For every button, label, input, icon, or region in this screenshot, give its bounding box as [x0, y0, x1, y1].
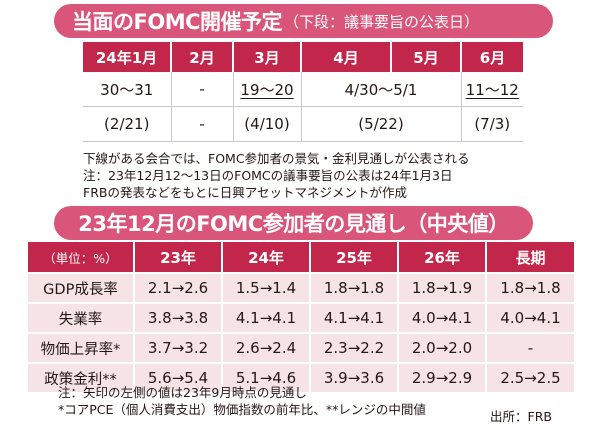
table-cell: 3.8→3.8 — [134, 302, 223, 333]
meeting-feb: - — [171, 72, 234, 107]
schedule-table: 24年1月 2月 3月 4月 5月 6月 30～31 - 19～20 4/30～… — [83, 42, 523, 142]
table-cell: 2.6→2.4 — [222, 332, 311, 363]
meeting-jan-text: 30～31 — [100, 80, 154, 99]
header-long-run: 長期 — [486, 242, 574, 273]
table-cell: 2.5→2.5 — [486, 362, 574, 392]
header-mar: 3月 — [233, 42, 302, 72]
table-row: GDP成長率 2.1→2.6 1.5→1.4 1.8→1.8 1.8→1.9 1… — [28, 272, 574, 303]
table-cell: 5.1→4.6 — [222, 362, 311, 392]
table-cell: 4.0→4.1 — [486, 302, 574, 333]
schedule-note-3: FRBの発表などをもとに日興アセットマネジメントが作成 — [83, 185, 407, 200]
schedule-title-banner: 当面のFOMC開催予定 （下段：議事要旨の公表日） — [54, 4, 553, 38]
header-feb: 2月 — [171, 42, 234, 72]
unit-header: （単位：%） — [28, 242, 135, 273]
table-cell: 2.9→2.9 — [398, 362, 487, 392]
schedule-header-row: 24年1月 2月 3月 4月 5月 6月 — [83, 42, 523, 72]
header-jan: 24年1月 — [83, 42, 172, 72]
meeting-jan: 30～31 — [83, 72, 172, 107]
table-cell: - — [486, 332, 574, 363]
table-cell: 4.0→4.1 — [398, 302, 487, 333]
table-row: 失業率 3.8→3.8 4.1→4.1 4.1→4.1 4.0→4.1 4.0→… — [28, 302, 574, 333]
minutes-jan: (2/21) — [83, 106, 172, 142]
table-cell: 1.8→1.8 — [486, 272, 574, 303]
schedule-note-2: 注：23年12月12～13日のFOMCの議事要旨の公表は24年1月3日 — [83, 168, 453, 183]
schedule-notes: 下線がある会合では、FOMC参加者の景気・金利見通しが公表される 注：23年12… — [83, 150, 470, 201]
header-25: 25年 — [310, 242, 399, 273]
header-may: 5月 — [391, 42, 462, 72]
schedule-title: 当面のFOMC開催予定 — [72, 10, 283, 34]
table-cell: 3.7→3.2 — [134, 332, 223, 363]
header-26: 26年 — [398, 242, 487, 273]
table-cell: 4.1→4.1 — [222, 302, 311, 333]
table-row: 政策金利** 5.6→5.4 5.1→4.6 3.9→3.6 2.9→2.9 2… — [28, 362, 574, 392]
header-jun: 6月 — [461, 42, 523, 72]
header-apr: 4月 — [301, 42, 392, 72]
meeting-jun-text: 11～12 — [465, 80, 519, 99]
table-cell: 5.6→5.4 — [134, 362, 223, 392]
projections-header-row: （単位：%） 23年 24年 25年 26年 長期 — [28, 242, 574, 273]
table-cell: 1.5→1.4 — [222, 272, 311, 303]
header-23: 23年 — [134, 242, 223, 273]
meeting-apr-may: 4/30～5/1 — [301, 72, 462, 107]
table-cell: 4.1→4.1 — [310, 302, 399, 333]
table-cell: 3.9→3.6 — [310, 362, 399, 392]
minutes-mar: (4/10) — [233, 106, 302, 142]
table-cell: 1.8→1.9 — [398, 272, 487, 303]
meeting-mar-text: 19～20 — [240, 80, 294, 99]
projections-note-2: *コアPCE（個人消費支出）物価指数の前年比、**レンジの中間値 — [58, 402, 426, 417]
table-cell: 1.8→1.8 — [310, 272, 399, 303]
meetings-row: 30～31 - 19～20 4/30～5/1 11～12 — [83, 72, 523, 107]
minutes-apr-may: (5/22) — [301, 106, 462, 142]
meeting-mar: 19～20 — [233, 72, 302, 107]
meeting-feb-text: - — [199, 80, 205, 98]
row-label-policy-rate: 政策金利** — [28, 362, 135, 392]
source-credit: 出所：FRB — [490, 409, 552, 424]
minutes-feb: - — [171, 106, 234, 142]
row-label-unemployment: 失業率 — [28, 302, 135, 333]
minutes-row: (2/21) - (4/10) (5/22) (7/3) — [83, 106, 523, 142]
projections-title: 23年12月のFOMC参加者の見通し（中央値） — [78, 212, 509, 236]
projections-title-banner: 23年12月のFOMC参加者の見通し（中央値） — [54, 206, 533, 240]
projections-notes: 注：矢印の左側の値は23年9月時点の見通し *コアPCE（個人消費支出）物価指数… — [58, 384, 426, 418]
meeting-apr-may-text: 4/30～5/1 — [344, 80, 418, 99]
row-label-inflation: 物価上昇率* — [28, 332, 135, 363]
minutes-jun: (7/3) — [461, 106, 523, 142]
meeting-jun: 11～12 — [461, 72, 523, 107]
table-cell: 2.1→2.6 — [134, 272, 223, 303]
table-row: 物価上昇率* 3.7→3.2 2.6→2.4 2.3→2.2 2.0→2.0 - — [28, 332, 574, 363]
table-cell: 2.3→2.2 — [310, 332, 399, 363]
schedule-subtitle: （下段：議事要旨の公表日） — [284, 12, 480, 31]
table-cell: 2.0→2.0 — [398, 332, 487, 363]
row-label-gdp: GDP成長率 — [28, 272, 135, 303]
header-24: 24年 — [222, 242, 311, 273]
projections-table: （単位：%） 23年 24年 25年 26年 長期 GDP成長率 2.1→2.6… — [28, 242, 574, 392]
schedule-note-1: 下線がある会合では、FOMC参加者の景気・金利見通しが公表される — [83, 151, 470, 166]
projections-note-1: 注：矢印の左側の値は23年9月時点の見通し — [58, 385, 307, 400]
